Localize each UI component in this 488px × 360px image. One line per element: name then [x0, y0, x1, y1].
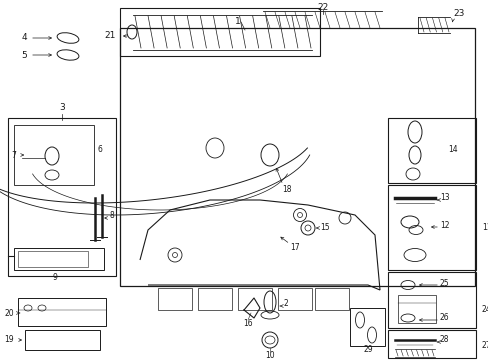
Text: 1: 1 — [235, 18, 241, 27]
Text: 15: 15 — [319, 224, 329, 233]
Bar — [387, 272, 475, 328]
Bar — [120, 8, 319, 56]
Text: 2: 2 — [284, 300, 288, 309]
Bar — [387, 185, 475, 270]
Text: 20: 20 — [4, 309, 14, 318]
Text: 6: 6 — [97, 145, 102, 154]
Text: 9: 9 — [52, 274, 57, 283]
Bar — [314, 288, 348, 310]
Text: 3: 3 — [59, 104, 65, 112]
Bar — [387, 118, 475, 183]
Bar — [18, 251, 88, 267]
Bar — [158, 288, 192, 310]
Text: 26: 26 — [439, 314, 448, 323]
Text: 12: 12 — [439, 220, 448, 230]
Text: 8: 8 — [110, 211, 115, 220]
Text: 24: 24 — [481, 306, 488, 315]
Text: 14: 14 — [447, 145, 457, 154]
Text: 16: 16 — [243, 319, 252, 328]
Text: 10: 10 — [264, 351, 274, 360]
Bar — [120, 28, 474, 286]
Bar — [238, 288, 271, 310]
Text: 5: 5 — [21, 50, 27, 59]
Bar — [14, 248, 104, 270]
Text: 17: 17 — [289, 243, 299, 252]
Text: 22: 22 — [317, 4, 328, 13]
Text: 23: 23 — [452, 9, 464, 18]
Text: 21: 21 — [104, 31, 116, 40]
Text: 13: 13 — [439, 194, 448, 202]
Text: 28: 28 — [439, 336, 448, 345]
Bar — [8, 118, 116, 276]
Text: 11: 11 — [481, 224, 488, 233]
Text: 25: 25 — [439, 279, 448, 288]
Text: 19: 19 — [4, 336, 14, 345]
Bar — [198, 288, 231, 310]
Text: 7: 7 — [11, 150, 16, 159]
Bar — [387, 330, 475, 358]
Bar — [18, 298, 106, 326]
Text: 27: 27 — [481, 341, 488, 350]
Bar — [14, 125, 94, 185]
Bar — [397, 295, 435, 323]
Text: 4: 4 — [21, 33, 27, 42]
Text: 18: 18 — [282, 185, 291, 194]
Bar — [278, 288, 311, 310]
Text: 29: 29 — [363, 346, 372, 355]
Bar — [349, 308, 384, 346]
Bar — [25, 330, 100, 350]
